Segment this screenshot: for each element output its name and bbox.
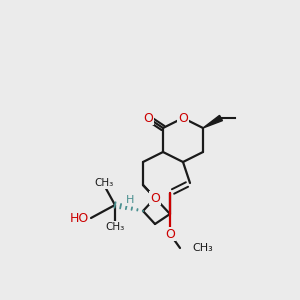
Text: CH₃: CH₃ <box>94 178 114 188</box>
Text: O: O <box>165 227 175 241</box>
Text: H: H <box>126 195 134 205</box>
Polygon shape <box>203 116 223 128</box>
Text: O: O <box>178 112 188 124</box>
Text: O: O <box>143 112 153 124</box>
Text: CH₃: CH₃ <box>192 243 213 253</box>
Text: CH₃: CH₃ <box>105 222 124 232</box>
Text: HO: HO <box>70 212 89 224</box>
Text: O: O <box>150 191 160 205</box>
